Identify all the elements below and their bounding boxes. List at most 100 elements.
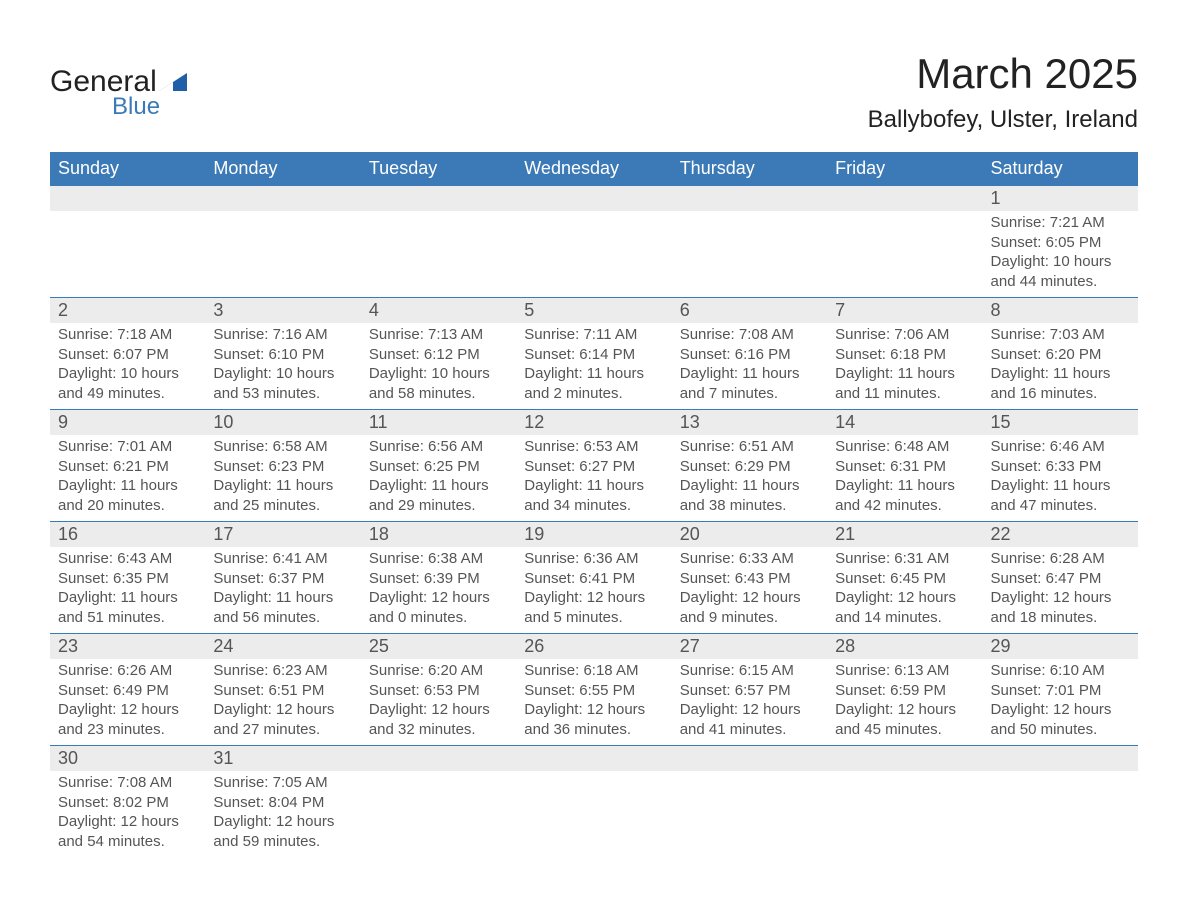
logo: General Blue: [50, 65, 187, 121]
day-number: 26: [516, 634, 671, 659]
day-detail-cell: Sunrise: 6:15 AMSunset: 6:57 PMDaylight:…: [672, 659, 827, 746]
day-detail-text: Sunrise: 6:48 AMSunset: 6:31 PMDaylight:…: [835, 437, 974, 515]
day-detail-cell: Sunrise: 6:51 AMSunset: 6:29 PMDaylight:…: [672, 435, 827, 522]
day-number-cell: 28: [827, 634, 982, 660]
day-number: [672, 746, 827, 770]
day-detail-text: Sunrise: 6:36 AMSunset: 6:41 PMDaylight:…: [524, 549, 663, 627]
day-detail-text: Sunrise: 6:18 AMSunset: 6:55 PMDaylight:…: [524, 661, 663, 739]
day-number: 18: [361, 522, 516, 547]
day-number: 16: [50, 522, 205, 547]
title-block: March 2025 Ballybofey, Ulster, Ireland: [868, 50, 1138, 134]
day-number: [361, 186, 516, 210]
day-number: 30: [50, 746, 205, 771]
day-detail-text: Sunrise: 7:05 AMSunset: 8:04 PMDaylight:…: [213, 773, 352, 851]
day-number: 25: [361, 634, 516, 659]
day-detail-cell: [827, 211, 982, 298]
day-detail-text: Sunrise: 7:13 AMSunset: 6:12 PMDaylight:…: [369, 325, 508, 403]
day-number: 15: [983, 410, 1138, 435]
day-detail-cell: Sunrise: 7:05 AMSunset: 8:04 PMDaylight:…: [205, 771, 360, 857]
day-number-cell: 27: [672, 634, 827, 660]
day-number: 14: [827, 410, 982, 435]
day-number-cell: 2: [50, 298, 205, 324]
day-detail-cell: Sunrise: 6:20 AMSunset: 6:53 PMDaylight:…: [361, 659, 516, 746]
day-detail-cell: Sunrise: 6:53 AMSunset: 6:27 PMDaylight:…: [516, 435, 671, 522]
day-number-cell: [827, 186, 982, 212]
day-number: [516, 746, 671, 770]
week-daynum-row: 9101112131415: [50, 410, 1138, 436]
day-number-cell: 22: [983, 522, 1138, 548]
day-number: 8: [983, 298, 1138, 323]
day-number: 24: [205, 634, 360, 659]
day-number: [827, 186, 982, 210]
day-number-cell: 19: [516, 522, 671, 548]
day-detail-text: Sunrise: 6:28 AMSunset: 6:47 PMDaylight:…: [991, 549, 1130, 627]
day-number: 27: [672, 634, 827, 659]
day-detail-cell: [672, 771, 827, 857]
day-number: [672, 186, 827, 210]
day-number: [361, 746, 516, 770]
day-detail-cell: Sunrise: 6:33 AMSunset: 6:43 PMDaylight:…: [672, 547, 827, 634]
day-names-row: SundayMondayTuesdayWednesdayThursdayFrid…: [50, 152, 1138, 186]
day-detail-cell: Sunrise: 6:13 AMSunset: 6:59 PMDaylight:…: [827, 659, 982, 746]
day-name-header: Saturday: [983, 152, 1138, 186]
day-detail-cell: [205, 211, 360, 298]
day-detail-text: Sunrise: 7:16 AMSunset: 6:10 PMDaylight:…: [213, 325, 352, 403]
day-number-cell: [361, 186, 516, 212]
day-number-cell: [50, 186, 205, 212]
day-name-header: Friday: [827, 152, 982, 186]
day-detail-cell: Sunrise: 6:28 AMSunset: 6:47 PMDaylight:…: [983, 547, 1138, 634]
day-number: 10: [205, 410, 360, 435]
week-detail-row: Sunrise: 6:26 AMSunset: 6:49 PMDaylight:…: [50, 659, 1138, 746]
day-number: 2: [50, 298, 205, 323]
day-detail-text: Sunrise: 6:13 AMSunset: 6:59 PMDaylight:…: [835, 661, 974, 739]
day-number: 20: [672, 522, 827, 547]
day-detail-text: Sunrise: 6:38 AMSunset: 6:39 PMDaylight:…: [369, 549, 508, 627]
day-detail-text: Sunrise: 7:21 AMSunset: 6:05 PMDaylight:…: [991, 213, 1130, 291]
day-number: [205, 186, 360, 210]
week-detail-row: Sunrise: 7:01 AMSunset: 6:21 PMDaylight:…: [50, 435, 1138, 522]
day-detail-cell: [983, 771, 1138, 857]
day-number-cell: 15: [983, 410, 1138, 436]
day-number: 21: [827, 522, 982, 547]
day-number-cell: 31: [205, 746, 360, 772]
day-detail-text: Sunrise: 6:33 AMSunset: 6:43 PMDaylight:…: [680, 549, 819, 627]
day-detail-cell: [361, 771, 516, 857]
day-name-header: Thursday: [672, 152, 827, 186]
day-number: 29: [983, 634, 1138, 659]
day-number-cell: 9: [50, 410, 205, 436]
day-number-cell: 8: [983, 298, 1138, 324]
day-number: 3: [205, 298, 360, 323]
calendar-table: SundayMondayTuesdayWednesdayThursdayFrid…: [50, 152, 1138, 857]
day-number: 4: [361, 298, 516, 323]
day-number: 6: [672, 298, 827, 323]
day-detail-cell: Sunrise: 6:48 AMSunset: 6:31 PMDaylight:…: [827, 435, 982, 522]
day-number-cell: 23: [50, 634, 205, 660]
day-number-cell: 1: [983, 186, 1138, 212]
day-number-cell: 26: [516, 634, 671, 660]
day-number-cell: 14: [827, 410, 982, 436]
day-number-cell: 10: [205, 410, 360, 436]
location-subtitle: Ballybofey, Ulster, Ireland: [868, 106, 1138, 134]
logo-text-blue: Blue: [112, 93, 160, 121]
day-detail-cell: Sunrise: 7:18 AMSunset: 6:07 PMDaylight:…: [50, 323, 205, 410]
week-daynum-row: 2345678: [50, 298, 1138, 324]
day-number-cell: 11: [361, 410, 516, 436]
day-detail-cell: [827, 771, 982, 857]
week-detail-row: Sunrise: 6:43 AMSunset: 6:35 PMDaylight:…: [50, 547, 1138, 634]
day-number-cell: 5: [516, 298, 671, 324]
week-detail-row: Sunrise: 7:18 AMSunset: 6:07 PMDaylight:…: [50, 323, 1138, 410]
day-detail-cell: Sunrise: 6:46 AMSunset: 6:33 PMDaylight:…: [983, 435, 1138, 522]
day-number-cell: 25: [361, 634, 516, 660]
day-detail-text: Sunrise: 6:41 AMSunset: 6:37 PMDaylight:…: [213, 549, 352, 627]
day-detail-text: Sunrise: 7:18 AMSunset: 6:07 PMDaylight:…: [58, 325, 197, 403]
day-detail-cell: [516, 771, 671, 857]
day-detail-cell: Sunrise: 7:01 AMSunset: 6:21 PMDaylight:…: [50, 435, 205, 522]
day-number-cell: [827, 746, 982, 772]
day-number: [827, 746, 982, 770]
day-number: 23: [50, 634, 205, 659]
day-detail-cell: Sunrise: 6:10 AMSunset: 7:01 PMDaylight:…: [983, 659, 1138, 746]
week-daynum-row: 1: [50, 186, 1138, 212]
month-title: March 2025: [868, 50, 1138, 98]
day-detail-cell: Sunrise: 7:08 AMSunset: 6:16 PMDaylight:…: [672, 323, 827, 410]
day-number-cell: [672, 746, 827, 772]
